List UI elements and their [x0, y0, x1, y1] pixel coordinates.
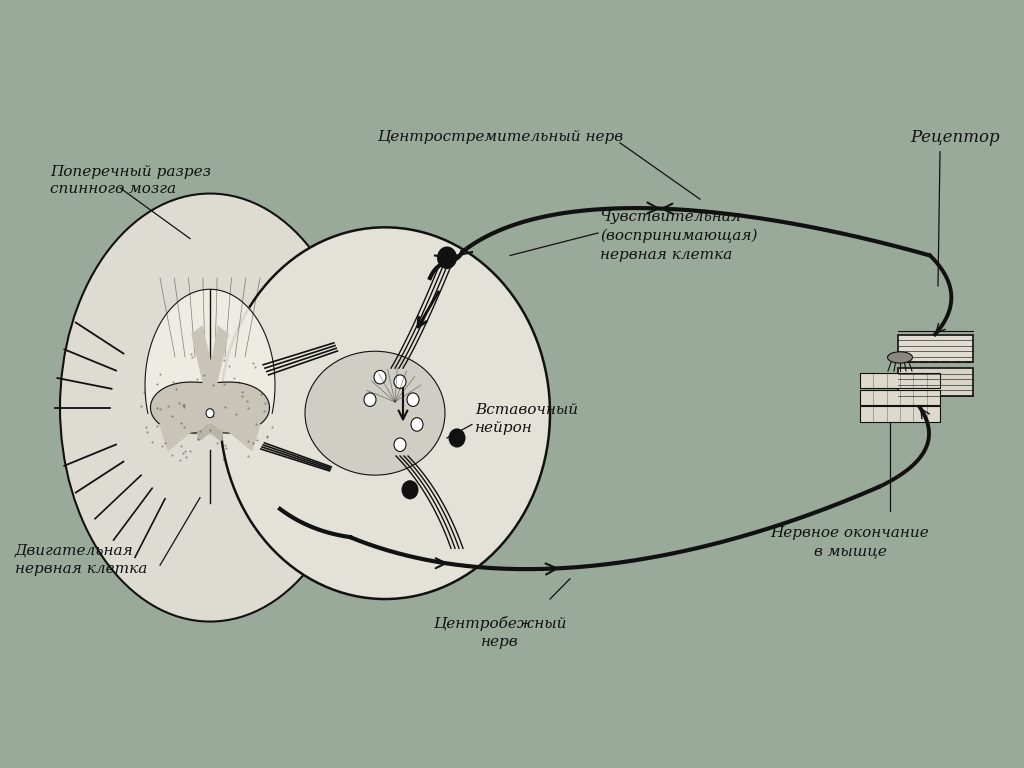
FancyBboxPatch shape — [860, 389, 940, 405]
Polygon shape — [151, 382, 269, 433]
Circle shape — [401, 480, 419, 499]
Circle shape — [220, 227, 550, 599]
Polygon shape — [145, 290, 275, 413]
Text: Чувствительная
(воспринимающая)
нервная клетка: Чувствительная (воспринимающая) нервная … — [600, 210, 758, 262]
Circle shape — [394, 375, 406, 389]
Circle shape — [394, 438, 406, 452]
FancyBboxPatch shape — [897, 368, 973, 396]
Ellipse shape — [305, 351, 445, 475]
FancyBboxPatch shape — [897, 335, 973, 362]
Text: Поперечный разрез
спинного мозга: Поперечный разрез спинного мозга — [50, 165, 211, 196]
Polygon shape — [198, 425, 222, 440]
Text: Двигательная
нервная клетка: Двигательная нервная клетка — [15, 544, 147, 576]
Text: Нервное окончание
в мышце: Нервное окончание в мышце — [771, 526, 930, 558]
Circle shape — [407, 393, 419, 406]
Ellipse shape — [888, 352, 912, 363]
Polygon shape — [160, 402, 200, 450]
Circle shape — [374, 370, 386, 384]
Text: Центробежный
нерв: Центробежный нерв — [433, 616, 566, 649]
Polygon shape — [193, 326, 216, 391]
Text: Рецептор: Рецептор — [910, 129, 999, 146]
FancyBboxPatch shape — [860, 372, 940, 388]
Circle shape — [411, 418, 423, 431]
Circle shape — [206, 409, 214, 418]
Polygon shape — [208, 326, 228, 391]
Circle shape — [449, 429, 466, 448]
Ellipse shape — [60, 194, 360, 621]
Circle shape — [364, 393, 376, 406]
Text: Центростремительный нерв: Центростремительный нерв — [377, 131, 623, 144]
Circle shape — [437, 247, 457, 269]
Polygon shape — [220, 402, 260, 450]
Text: Вставочный
нейрон: Вставочный нейрон — [475, 402, 579, 435]
FancyBboxPatch shape — [860, 406, 940, 422]
